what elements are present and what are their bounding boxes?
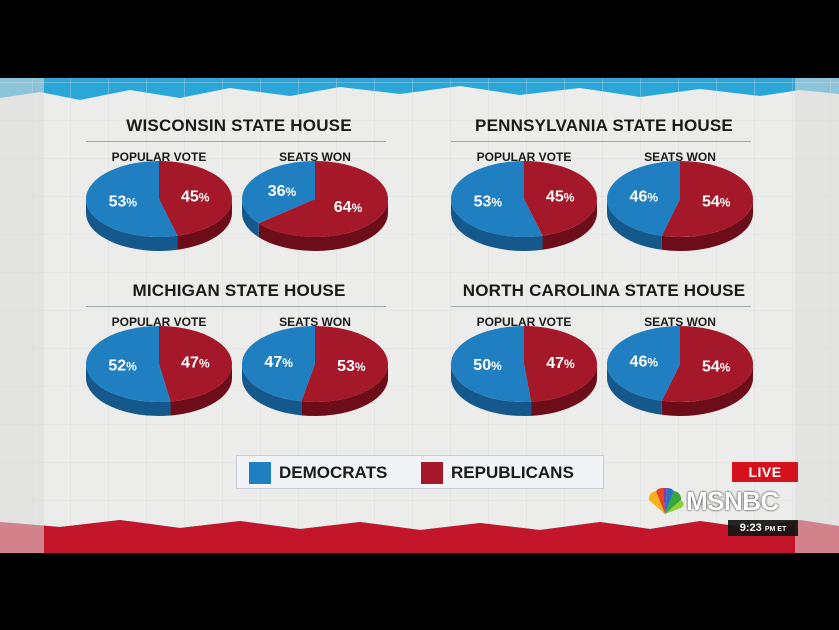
slice-label-republicans: 47% (546, 355, 575, 372)
slice-side-democrats (242, 199, 259, 238)
pie-label-north-carolina-state-house-seats-won: SEATS WON (644, 315, 716, 329)
slice-republicans (524, 326, 597, 402)
peacock-icon (648, 487, 684, 514)
live-badge: LIVE (732, 462, 798, 482)
pie-label-michigan-state-house-seats-won: SEATS WON (279, 315, 351, 329)
slice-label-republicans: 45% (181, 189, 210, 206)
graphic-frame: 45% 53% 64% 36% 45% 53% 54% 46% 47% 52% 53% 47% 47% 5… (0, 78, 839, 553)
pie-label-pennsylvania-state-house-seats-won: SEATS WON (644, 150, 716, 164)
paper-background (0, 78, 839, 553)
pie-label-wisconsin-state-house-seats-won: SEATS WON (279, 150, 351, 164)
slice-label-republicans: 54% (702, 358, 731, 375)
panel-rule (86, 141, 386, 142)
panel-rule (451, 141, 751, 142)
legend: DEMOCRATS REPUBLICANS (236, 455, 604, 489)
slice-democrats (450, 326, 532, 402)
slice-side-republicans (301, 364, 388, 416)
clock-timezone: PM ET (764, 526, 787, 533)
pie-label-michigan-state-house-popular-vote: POPULAR VOTE (111, 315, 207, 329)
panel-title-wisconsin-state-house: WISCONSIN STATE HOUSE (126, 116, 352, 135)
slice-label-republicans: 64% (334, 199, 363, 216)
slice-republicans (524, 161, 598, 236)
slice-side-democrats (86, 364, 171, 416)
pie-north-carolina-state-house-seats-won: 54% 46% (606, 326, 753, 416)
panel-rule (451, 306, 751, 307)
legend-swatch-democrats (249, 462, 271, 484)
pie-wisconsin-state-house-seats-won: 64% 36% (241, 161, 388, 251)
slice-side-republicans (661, 364, 753, 416)
slice-side-democrats (86, 199, 178, 251)
slice-democrats (606, 161, 680, 236)
panel-rule (86, 306, 386, 307)
slice-side-democrats (607, 199, 662, 250)
slice-label-democrats: 50% (473, 357, 502, 374)
legend-label-republicans: REPUBLICANS (451, 463, 574, 482)
slice-republicans (159, 161, 233, 236)
pie-north-carolina-state-house-popular-vote: 47% 50% (450, 326, 597, 416)
network-name: MSNBC (686, 486, 779, 516)
slice-republicans (661, 326, 753, 402)
slice-label-democrats: 53% (474, 193, 503, 210)
slice-side-republicans (661, 199, 753, 252)
slice-republicans (258, 161, 388, 237)
pie-charts: 45%53% 64%36% 45%53% 54%46%47%52% 53%47% 47%5… (86, 161, 753, 416)
panel-title-north-carolina-state-house: NORTH CAROLINA STATE HOUSE (462, 281, 746, 300)
panel-title-michigan-state-house: MICHIGAN STATE HOUSE (132, 281, 346, 300)
red-edge (0, 520, 839, 553)
slice-label-republicans: 47% (181, 354, 210, 371)
slice-republicans (159, 326, 233, 402)
legend-swatch-republicans (421, 462, 443, 484)
slice-democrats (241, 161, 315, 224)
slice-side-republicans (170, 364, 232, 416)
pie-label-pennsylvania-state-house-popular-vote: POPULAR VOTE (476, 150, 572, 164)
pie-label-north-carolina-state-house-popular-vote: POPULAR VOTE (476, 315, 572, 329)
pie-pennsylvania-state-house-seats-won: 54% 46% (606, 161, 753, 252)
slice-democrats (86, 326, 171, 402)
pie-label-wisconsin-state-house-popular-vote: POPULAR VOTE (111, 150, 207, 164)
slice-label-democrats: 36% (268, 183, 297, 200)
slice-democrats (241, 326, 315, 402)
slice-side-republicans (542, 199, 597, 250)
slice-republicans (301, 326, 388, 402)
slice-democrats (451, 161, 543, 237)
slice-label-democrats: 46% (630, 354, 659, 371)
slice-label-republicans: 54% (702, 193, 731, 210)
slice-label-democrats: 47% (264, 354, 293, 371)
slice-side-republicans (531, 364, 597, 416)
pie-michigan-state-house-popular-vote: 47% 52% (86, 326, 233, 416)
slice-democrats (606, 326, 680, 401)
slice-label-democrats: 46% (630, 189, 659, 206)
slice-side-republicans (258, 199, 388, 251)
slice-side-democrats (451, 199, 543, 251)
slice-label-republicans: 53% (337, 358, 366, 375)
slice-label-democrats: 52% (108, 358, 137, 375)
pie-pennsylvania-state-house-popular-vote: 45% 53% (451, 161, 598, 251)
slice-side-republicans (177, 199, 233, 250)
slice-republicans (661, 161, 753, 237)
slice-side-democrats (607, 364, 662, 415)
slice-side-democrats (242, 364, 302, 416)
slice-democrats (86, 161, 178, 237)
legend-label-democrats: DEMOCRATS (279, 463, 388, 482)
panel-title-pennsylvania-state-house: PENNSYLVANIA STATE HOUSE (475, 116, 733, 135)
slice-label-democrats: 53% (109, 193, 138, 210)
clock-time: 9:23 (739, 522, 762, 534)
slice-side-democrats (451, 364, 532, 416)
pie-michigan-state-house-seats-won: 53% 47% (241, 326, 388, 416)
clock: 9:23 PM ET (728, 520, 798, 536)
pie-wisconsin-state-house-popular-vote: 45% 53% (86, 161, 233, 251)
slice-label-republicans: 45% (546, 189, 575, 206)
